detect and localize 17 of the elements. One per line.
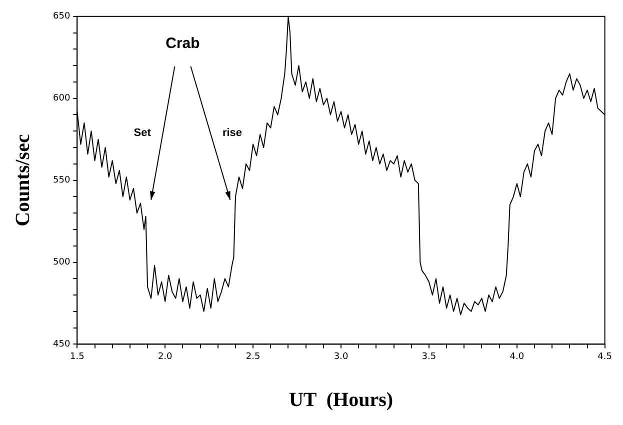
y-tick-label: 500 (52, 258, 70, 268)
annotation: Set (134, 127, 152, 140)
y-tick-label: 650 (52, 12, 70, 22)
y-tick-label: 550 (52, 176, 70, 186)
annotation: Crab (166, 35, 200, 52)
x-tick-label: 1.5 (70, 352, 84, 362)
x-tick-label: 4.5 (598, 352, 612, 362)
x-axis-title: UT (Hours) (288, 389, 394, 412)
y-axis-title: Counts/sec (12, 134, 34, 226)
x-tick-label: 2.0 (158, 352, 173, 362)
x-tick-label: 3.5 (422, 352, 436, 362)
y-tick-label: 600 (52, 94, 70, 104)
x-tick-label: 3.0 (334, 352, 348, 362)
x-tick-label: 4.0 (510, 352, 524, 362)
annotation: rise (222, 127, 242, 140)
x-tick-label: 2.5 (246, 352, 260, 362)
y-tick-label: 450 (52, 340, 70, 350)
